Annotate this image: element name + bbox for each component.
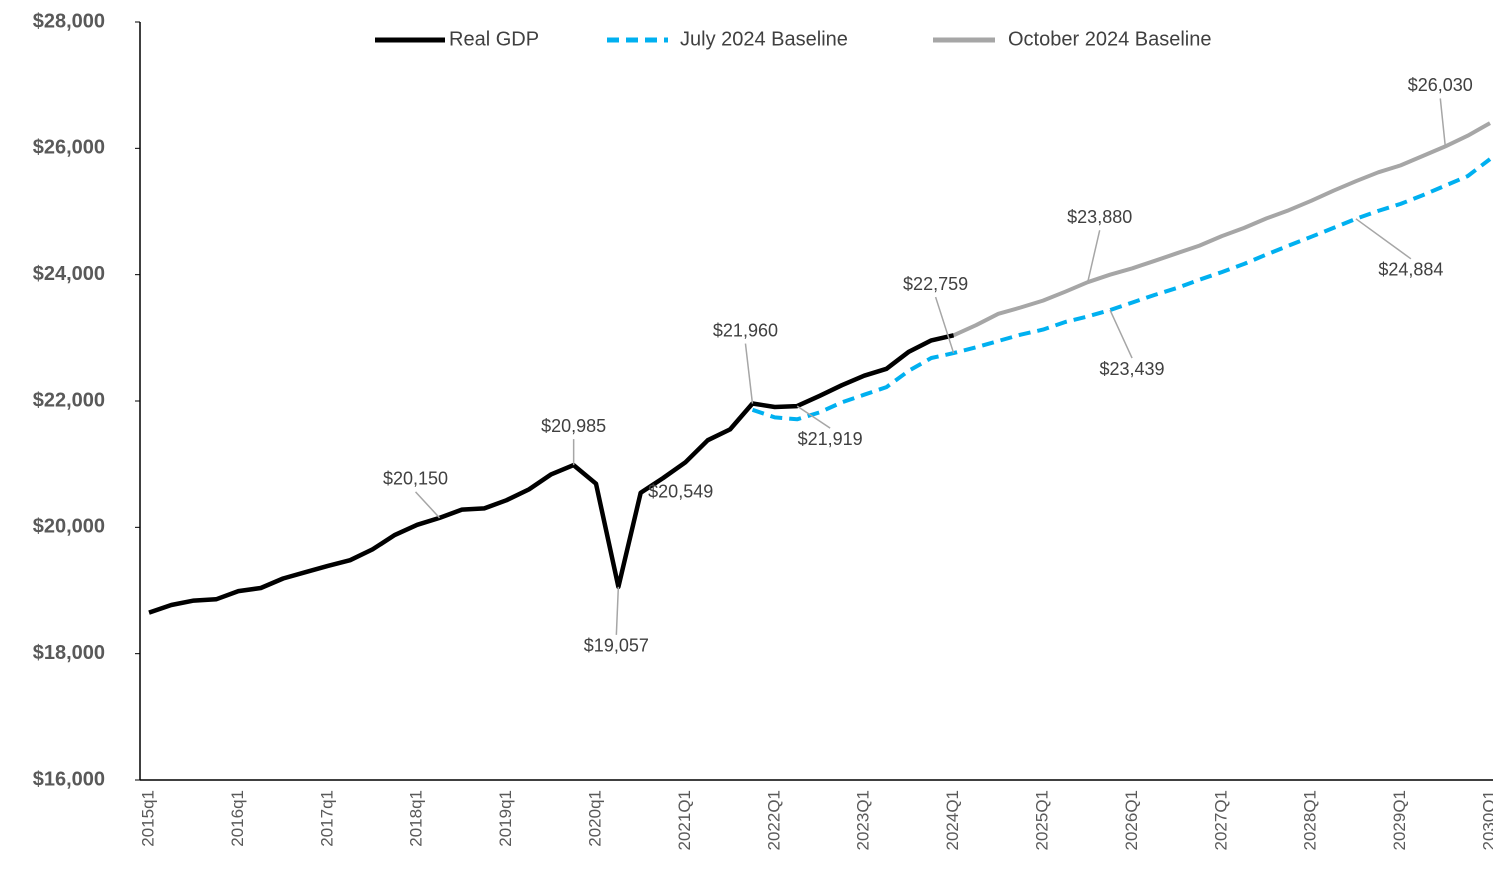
legend-label: Real GDP [449, 28, 539, 50]
x-tick-label: 2030Q1 [1479, 790, 1493, 851]
x-tick-label: 2019q1 [496, 790, 515, 847]
data-label: $20,985 [541, 416, 606, 436]
data-label: $19,057 [584, 636, 649, 656]
y-tick-label: $22,000 [33, 389, 105, 411]
x-tick-label: 2022Q1 [764, 790, 783, 851]
x-tick-label: 2021Q1 [675, 790, 694, 851]
y-tick-label: $28,000 [33, 10, 105, 32]
leader-line [744, 343, 754, 404]
leader-line [1355, 218, 1412, 260]
data-label: $21,919 [798, 429, 863, 449]
data-label: $20,549 [648, 481, 713, 501]
data-label: $22,759 [903, 274, 968, 294]
y-tick-label: $18,000 [33, 642, 105, 664]
x-tick-label: 2027Q1 [1211, 790, 1230, 851]
x-tick-label: 2016q1 [228, 790, 247, 847]
x-tick-label: 2026Q1 [1122, 790, 1141, 851]
leader-line [414, 491, 441, 519]
leader-line [796, 405, 831, 429]
leader-line [934, 296, 955, 354]
x-tick-label: 2028Q1 [1301, 790, 1320, 851]
x-tick-label: 2020q1 [585, 790, 604, 847]
x-tick-label: 2018q1 [407, 790, 426, 847]
leader-line [1439, 98, 1447, 147]
data-label: $24,884 [1378, 260, 1443, 280]
x-tick-label: 2015q1 [138, 790, 157, 847]
legend-label: July 2024 Baseline [680, 28, 848, 50]
x-tick-label: 2029Q1 [1390, 790, 1409, 851]
y-tick-label: $24,000 [33, 263, 105, 285]
data-label: $26,030 [1408, 75, 1473, 95]
data-label: $23,439 [1100, 359, 1165, 379]
data-label: $20,150 [383, 469, 448, 489]
leader-line [1109, 309, 1133, 359]
leader-line [615, 586, 620, 635]
y-tick-label: $20,000 [33, 516, 105, 538]
x-tick-label: 2024Q1 [943, 790, 962, 851]
data-label: $23,880 [1067, 207, 1132, 227]
series-line [952, 121, 1491, 338]
data-label: $21,960 [713, 320, 778, 340]
y-tick-label: $26,000 [33, 137, 105, 159]
legend-label: October 2024 Baseline [1008, 28, 1211, 50]
series-line [751, 157, 1492, 422]
leader-line [1086, 230, 1101, 283]
x-tick-label: 2017q1 [317, 790, 336, 847]
series-line [148, 333, 955, 615]
x-tick-label: 2025Q1 [1032, 790, 1051, 851]
y-tick-label: $16,000 [33, 768, 105, 790]
x-tick-label: 2023Q1 [854, 790, 873, 851]
